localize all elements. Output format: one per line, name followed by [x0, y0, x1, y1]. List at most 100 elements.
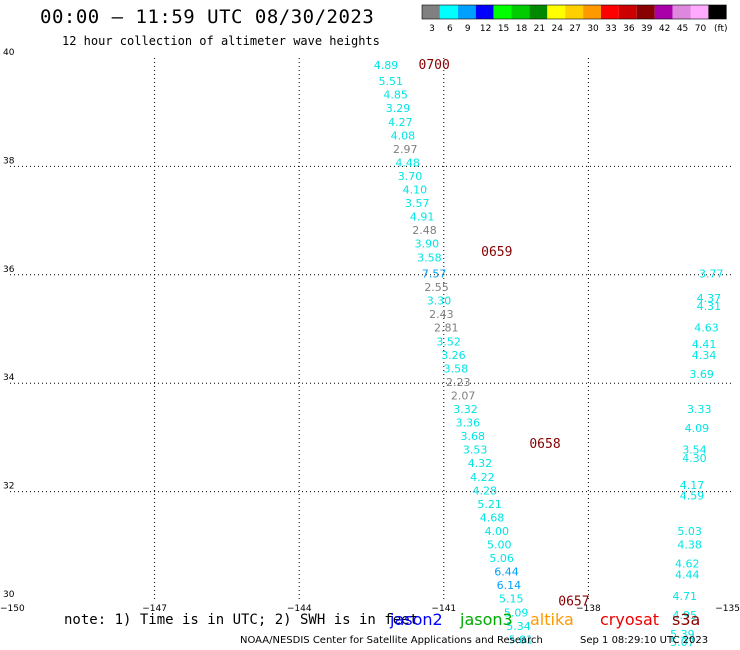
swh-value: 3.29	[386, 102, 411, 115]
swh-value: 5.09	[504, 606, 529, 619]
swh-value: 4.38	[677, 539, 702, 552]
swh-value: 2.81	[434, 322, 459, 335]
colorbar: 3 6 9 12 15 18 21 24 27 30 33 36 39 42 45 70 (ft)	[421, 4, 728, 34]
x-tick-label: −138	[576, 604, 601, 614]
x-tick-label: −150	[0, 604, 25, 614]
swh-value: 4.00	[485, 525, 510, 538]
swh-value: 7.57	[422, 268, 447, 281]
swh-value: 3.69	[689, 368, 714, 381]
swh-value: 3.26	[441, 349, 466, 362]
swh-value: 2.43	[429, 308, 454, 321]
grid	[10, 58, 733, 600]
colorbar-label: 24	[552, 24, 564, 34]
colorbar-label: 70	[695, 24, 707, 34]
pass-time-label: 0658	[529, 437, 560, 452]
colorbar-label: 9	[465, 24, 471, 34]
colorbar-swatch	[439, 5, 458, 19]
swh-value: 4.32	[468, 457, 493, 470]
swh-value: 3.36	[456, 417, 481, 430]
colorbar-label: 42	[659, 24, 670, 34]
swh-value: 5.06	[489, 552, 514, 565]
colorbar-swatch	[511, 5, 530, 19]
colorbar-swatch	[636, 5, 655, 19]
colorbar-swatch	[475, 5, 494, 19]
mission-altika: altika	[530, 610, 574, 629]
colorbar-label: 21	[534, 24, 545, 34]
swh-value: 5.34	[506, 620, 531, 633]
swh-value: 4.95	[673, 609, 698, 622]
swh-value: 4.34	[692, 349, 717, 362]
swh-value: 4.85	[383, 89, 408, 102]
swh-value: 5.81	[509, 633, 534, 646]
colorbar-label: 3	[429, 24, 435, 34]
y-tick-label: 38	[3, 156, 15, 166]
colorbar-unit: (ft)	[714, 24, 728, 34]
swh-value: 4.22	[470, 471, 495, 484]
swh-value: 2.97	[393, 143, 418, 156]
swh-value: 4.89	[374, 59, 399, 72]
swh-value: 3.57	[405, 197, 430, 210]
y-tick-label: 34	[3, 373, 15, 383]
swh-value: 5.03	[677, 525, 702, 538]
colorbar-swatch	[493, 5, 512, 19]
colorbar-label: 30	[587, 24, 599, 34]
swh-value: 4.91	[410, 211, 435, 224]
swh-value: 2.07	[451, 389, 476, 402]
credit-text: NOAA/NESDIS Center for Satellite Applica…	[240, 635, 543, 646]
swh-value: 3.68	[460, 430, 485, 443]
x-tick-label: −141	[431, 604, 456, 614]
swh-value: 3.52	[436, 335, 461, 348]
swh-value: 4.48	[395, 156, 420, 169]
colorbar-swatch	[565, 5, 584, 19]
swh-value: 3.53	[463, 444, 488, 457]
swh-value: 4.31	[697, 300, 722, 313]
y-tick-label: 30	[3, 590, 15, 600]
colorbar-label: 12	[480, 24, 491, 34]
wave-height-points: 4.89 5.514.853.294.274.082.974.483.704.10…	[374, 59, 724, 650]
swh-value: 4.30	[682, 452, 707, 465]
colorbar-frame	[421, 4, 727, 20]
x-tick-label: −147	[142, 604, 167, 614]
swh-value: 4.10	[403, 184, 428, 197]
swh-value: 5.07	[670, 636, 695, 649]
y-tick-label: 36	[3, 265, 15, 275]
colorbar-swatch	[618, 5, 637, 19]
swh-value: 4.63	[694, 322, 719, 335]
y-tick-label: 40	[3, 48, 15, 58]
chart-title: 00:00 – 11:59 UTC 08/30/2023	[40, 6, 375, 28]
mission-cryosat: cryosat	[600, 610, 660, 629]
colorbar-swatch	[708, 5, 727, 19]
mission-jason3: jason3	[460, 610, 513, 629]
swh-value: 4.28	[473, 484, 498, 497]
swh-value: 2.48	[412, 224, 437, 237]
colorbar-label: 18	[516, 24, 528, 34]
swh-value: 3.70	[398, 170, 423, 183]
colorbar-swatch	[672, 5, 691, 19]
x-tick-label: −144	[287, 604, 312, 614]
colorbar-label: 36	[623, 24, 635, 34]
colorbar-swatch	[601, 5, 619, 19]
swh-value: 5.15	[499, 593, 524, 606]
swh-value: 4.68	[480, 511, 505, 524]
footer-note: note: 1) Time is in UTC; 2) SWH is in fe…	[64, 612, 419, 628]
swh-value: 2.23	[446, 376, 471, 389]
swh-value: 4.09	[685, 422, 710, 435]
generated-time: Sep 1 08:29:10 UTC 2023	[580, 635, 709, 646]
swh-value: 4.08	[391, 129, 416, 142]
colorbar-swatch	[583, 5, 601, 19]
swh-value: 3.58	[444, 362, 469, 375]
swh-value: 4.59	[680, 490, 705, 503]
pass-time-label: 0657	[558, 594, 589, 609]
swh-value: 6.14	[497, 579, 522, 592]
swh-value: 5.51	[379, 75, 404, 88]
swh-value: 5.21	[477, 498, 502, 511]
colorbar-label: 39	[641, 24, 653, 34]
x-tick-label: −135	[715, 604, 740, 614]
swh-value: 4.41	[692, 338, 717, 351]
colorbar-label: 33	[605, 24, 616, 34]
colorbar-swatch	[654, 5, 673, 19]
y-tick-label: 32	[3, 482, 14, 492]
swh-value: 4.71	[673, 590, 698, 603]
swh-value: 6.44	[494, 566, 519, 579]
